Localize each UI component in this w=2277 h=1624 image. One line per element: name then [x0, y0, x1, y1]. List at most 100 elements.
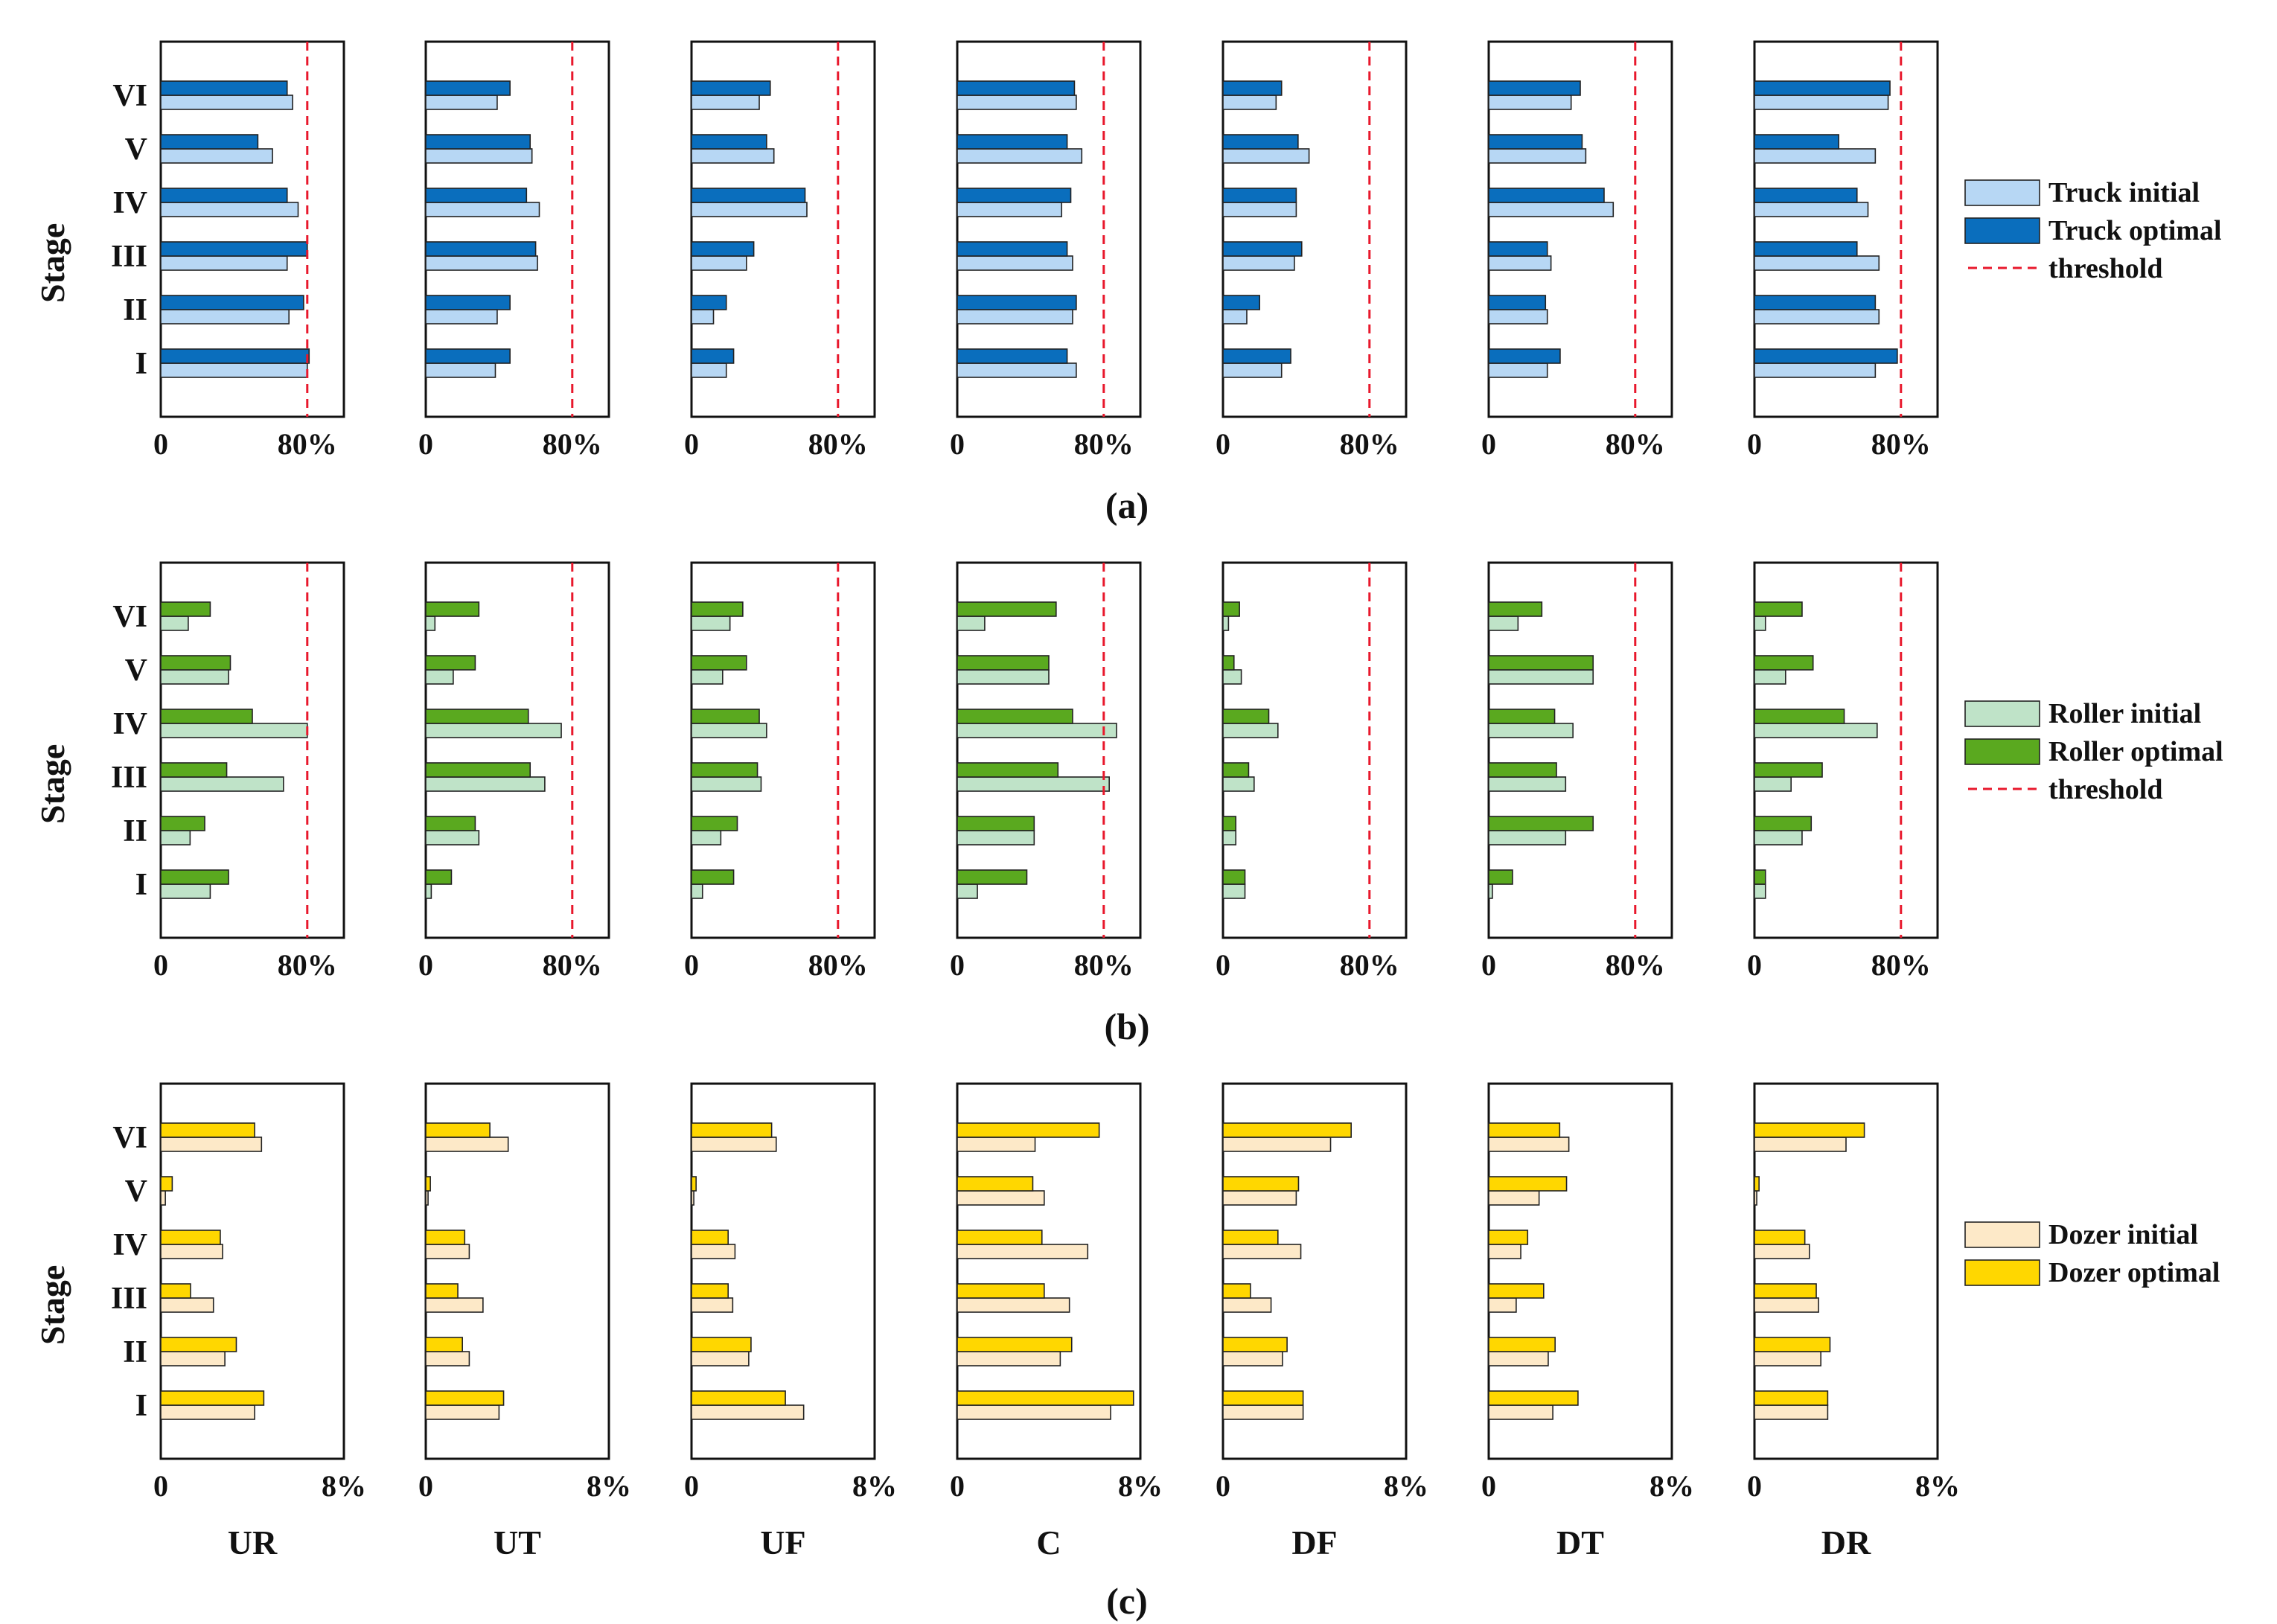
- bar-initial-DT-V: [1488, 1190, 1540, 1206]
- bar-initial-C-IV: [957, 1244, 1089, 1259]
- bar-initial-UT-I: [425, 362, 496, 378]
- bar-optimal-UR-II: [160, 295, 304, 310]
- subplot-DF: 0 8% DF: [1216, 1082, 1428, 1561]
- bar-optimal-DT-III: [1488, 762, 1557, 778]
- bar-initial-DT-VI: [1488, 95, 1572, 110]
- stage-tick-label: VI: [112, 1121, 147, 1155]
- subplot-DR: 0 80%: [1747, 561, 1939, 982]
- legend-swatch-initial: [1964, 1221, 2040, 1248]
- bar-initial-DF-IV: [1222, 202, 1297, 217]
- bar-optimal-C-I: [957, 348, 1068, 364]
- bar-initial-DR-I: [1754, 883, 1766, 899]
- bar-optimal-UF-I: [691, 348, 735, 364]
- bar-optimal-DF-I: [1222, 1390, 1304, 1406]
- bar-optimal-DT-II: [1488, 1337, 1556, 1352]
- y-axis-label: Stage: [33, 744, 71, 824]
- plot-frame: [159, 561, 345, 939]
- bar-optimal-UR-VI: [160, 80, 288, 96]
- x-tick-label: 0: [418, 1469, 433, 1503]
- bar-optimal-C-I: [957, 869, 1028, 885]
- bar-initial-UT-VI: [425, 616, 436, 631]
- x-tick-label: 0: [1481, 1469, 1496, 1503]
- bar-initial-DR-V: [1754, 1190, 1757, 1206]
- bar-optimal-DF-II: [1222, 816, 1237, 831]
- legend: Dozer initial Dozer optimal: [1964, 1219, 2220, 1288]
- bar-optimal-DR-III: [1754, 1283, 1817, 1299]
- bar-optimal-UT-II: [425, 295, 511, 310]
- bar-initial-C-III: [957, 1297, 1070, 1313]
- x-tick-label: 80%: [1606, 948, 1665, 982]
- bar-initial-C-VI: [957, 616, 986, 631]
- stage-tick-label: V: [125, 653, 147, 688]
- x-tick-label: 0: [1747, 1469, 1762, 1503]
- bar-optimal-UT-I: [425, 869, 453, 885]
- bar-optimal-UR-III: [160, 241, 308, 257]
- bar-optimal-UT-VI: [425, 80, 511, 96]
- bar-initial-UF-II: [691, 830, 722, 845]
- bar-optimal-UT-V: [425, 655, 476, 671]
- stage-tick-label: I: [135, 347, 147, 381]
- bar-initial-UT-IV: [425, 1244, 470, 1259]
- bar-initial-UT-IV: [425, 202, 540, 217]
- bar-initial-DR-I: [1754, 1404, 1829, 1420]
- plot-frame: [159, 40, 345, 418]
- bar-optimal-C-V: [957, 1176, 1034, 1192]
- bar-initial-DT-I: [1488, 1404, 1553, 1420]
- bar-optimal-C-III: [957, 762, 1059, 778]
- bar-initial-C-VI: [957, 1137, 1036, 1152]
- legend-swatch-optimal: [1964, 738, 2040, 765]
- stage-tick-label: V: [125, 132, 147, 167]
- bar-initial-UR-V: [160, 148, 273, 164]
- bar-optimal-C-III: [957, 1283, 1045, 1299]
- bar-initial-DF-V: [1222, 1190, 1297, 1206]
- bar-optimal-DR-I: [1754, 1390, 1829, 1406]
- bar-initial-UF-II: [691, 309, 715, 325]
- bar-optimal-UF-IV: [691, 1230, 729, 1245]
- bar-optimal-UR-V: [160, 1176, 173, 1192]
- x-tick-label: 0: [1481, 948, 1496, 982]
- legend-swatch-optimal: [1964, 1259, 2040, 1286]
- bar-initial-DT-VI: [1488, 616, 1519, 631]
- bar-initial-UF-V: [691, 148, 775, 164]
- bar-initial-DF-V: [1222, 148, 1310, 164]
- legend-label-optimal: Roller optimal: [2048, 736, 2223, 767]
- plot-frame: [1753, 561, 1939, 939]
- bar-initial-UT-I: [425, 883, 432, 899]
- bar-optimal-UF-III: [691, 241, 755, 257]
- bar-initial-UT-II: [425, 309, 498, 325]
- x-tick-label: 0: [684, 427, 699, 461]
- bar-initial-DT-III: [1488, 255, 1552, 271]
- bar-initial-DR-III: [1754, 255, 1880, 271]
- plot-frame: [1221, 561, 1408, 939]
- bar-initial-UF-IV: [691, 1244, 736, 1259]
- bar-optimal-DF-V: [1222, 1176, 1300, 1192]
- bar-optimal-UF-VI: [691, 80, 771, 96]
- bar-initial-DF-VI: [1222, 1137, 1332, 1152]
- bar-optimal-UR-V: [160, 655, 231, 671]
- subplot-UT: 0 8% UT: [418, 1082, 631, 1561]
- bar-optimal-UF-V: [691, 134, 767, 150]
- category-label-DR: DR: [1821, 1524, 1871, 1561]
- bar-optimal-C-VI: [957, 601, 1057, 617]
- plot-frame: [690, 561, 876, 939]
- bar-initial-DF-III: [1222, 255, 1295, 271]
- bar-initial-C-IV: [957, 202, 1063, 217]
- bar-initial-UR-III: [160, 776, 284, 792]
- subplot-UR: 0 8% UR: [153, 1082, 366, 1561]
- bar-initial-UT-V: [425, 669, 454, 685]
- bar-optimal-C-V: [957, 655, 1050, 671]
- bar-initial-UF-I: [691, 362, 727, 378]
- bar-initial-DR-V: [1754, 148, 1877, 164]
- x-tick-label: 8%: [1118, 1469, 1163, 1503]
- x-tick-label: 80%: [278, 948, 337, 982]
- plot-frame: [1753, 40, 1939, 418]
- bar-initial-DT-III: [1488, 1297, 1517, 1313]
- stage-tick-label: I: [135, 1389, 147, 1423]
- x-tick-label: 0: [950, 948, 965, 982]
- bar-optimal-UR-I: [160, 869, 229, 885]
- x-tick-label: 0: [1216, 948, 1230, 982]
- bar-initial-DF-I: [1222, 1404, 1304, 1420]
- plot-frame: [424, 40, 610, 418]
- x-tick-label: 0: [1216, 427, 1230, 461]
